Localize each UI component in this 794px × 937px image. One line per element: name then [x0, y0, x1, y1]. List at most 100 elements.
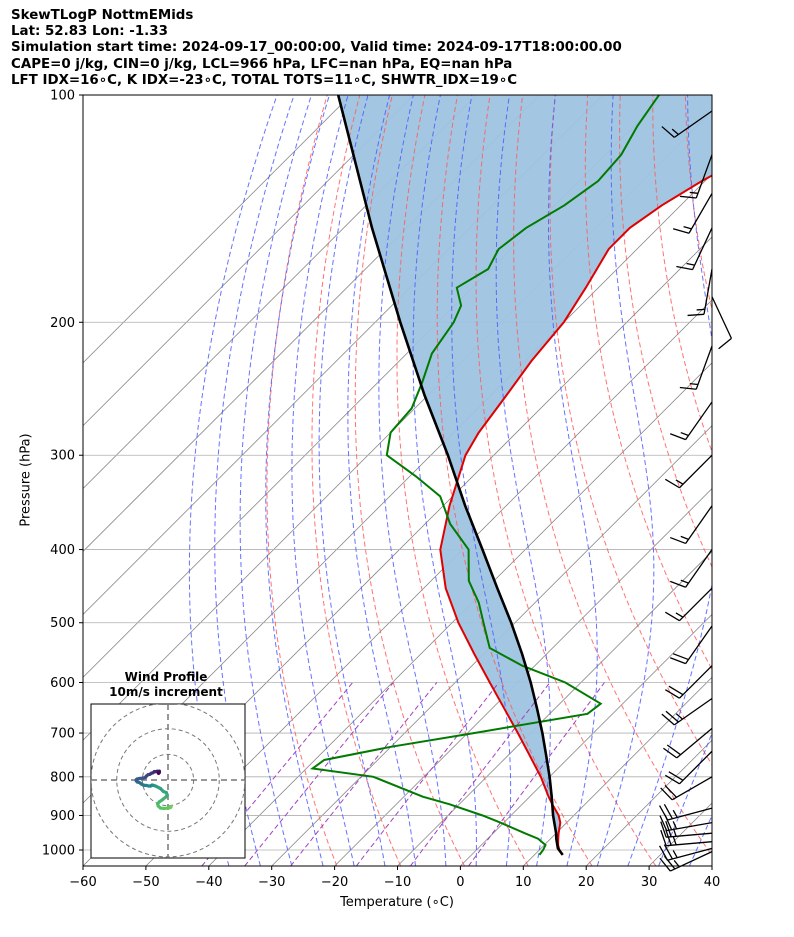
- wind-barb-feather: [666, 744, 681, 756]
- dry-adiabat-line: [549, 95, 712, 766]
- x-tick-label: −50: [132, 875, 159, 890]
- wind-barb-shaft: [691, 227, 713, 270]
- y-tick-label: 500: [50, 616, 75, 631]
- isotherm-line: [83, 95, 477, 490]
- dry-adiabat-line: [513, 95, 712, 857]
- x-tick-label: 0: [456, 875, 464, 890]
- isotherm-line: [271, 425, 712, 866]
- wind-barb-shaft: [685, 505, 713, 544]
- y-axis-label: Pressure (hPa): [18, 433, 34, 527]
- mixing-ratio-line: [244, 682, 394, 866]
- wind-barb-feather: [664, 785, 677, 798]
- wind-barb-feather: [679, 195, 697, 199]
- wind-barb-shaft: [676, 727, 713, 759]
- wind-barb: [664, 665, 713, 699]
- wind-barb: [658, 844, 713, 861]
- wind-barb-feather: [663, 844, 673, 860]
- y-tick-label: 800: [50, 770, 75, 785]
- x-tick-label: −40: [195, 875, 222, 890]
- wind-barb-feather: [669, 536, 686, 545]
- moist-adiabat-line: [548, 95, 598, 866]
- x-tick-label: 10: [515, 875, 532, 890]
- wind-barb-feather: [669, 657, 686, 665]
- wind-barb-shaft: [688, 193, 713, 234]
- wind-barb-half-feather: [696, 308, 705, 311]
- wind-barb: [676, 227, 713, 271]
- wind-barb-half-feather: [675, 612, 684, 618]
- wind-barb-feather: [664, 774, 680, 785]
- wind-barb: [672, 193, 713, 234]
- wind-barb-half-feather: [672, 809, 678, 818]
- moist-adiabat-line: [596, 95, 655, 866]
- wind-barb-feather: [672, 653, 689, 661]
- temperature-line: [439, 174, 712, 856]
- wind-barb-shaft: [679, 665, 713, 699]
- isotherm-line: [208, 362, 712, 866]
- y-tick-label: 900: [50, 809, 75, 824]
- wind-barb: [658, 803, 713, 821]
- parcel-line: [336, 95, 564, 856]
- dry-adiabat-line: [475, 95, 657, 866]
- wind-barb-half-feather: [671, 128, 679, 136]
- wind-barb-half-feather: [672, 850, 678, 858]
- moist-adiabat-line: [318, 95, 386, 866]
- moist-adiabat-line: [265, 95, 330, 866]
- isotherm-line: [334, 488, 712, 866]
- wind-barb-feather: [663, 803, 673, 820]
- wind-barb-shaft: [685, 549, 713, 588]
- y-tick-label: 300: [50, 449, 75, 464]
- moist-adiabat-line: [214, 95, 295, 866]
- hodograph-plot: [90, 703, 246, 859]
- wind-barb-feather: [665, 710, 679, 723]
- wind-barb: [711, 296, 733, 350]
- wind-barb-shaft: [685, 625, 713, 665]
- y-tick-label: 600: [50, 676, 75, 691]
- mixing-ratio-line: [409, 682, 551, 866]
- wind-barb-shaft: [667, 847, 713, 861]
- wind-barb: [669, 505, 713, 545]
- dry-adiabat-line: [619, 95, 712, 569]
- wind-barb: [664, 750, 713, 785]
- wind-barb-shaft: [671, 776, 713, 801]
- wind-barb-feather: [664, 689, 680, 699]
- wind-barb-feather: [659, 815, 668, 831]
- dry-adiabat-line: [584, 95, 712, 671]
- wind-barb-shaft: [703, 268, 713, 315]
- wind-barb-half-feather: [683, 226, 692, 230]
- isotherm-line: [145, 299, 712, 866]
- wind-barb: [679, 345, 713, 390]
- x-tick-label: 30: [641, 875, 658, 890]
- mixing-ratio-line: [468, 682, 605, 866]
- wind-barb-feather: [669, 580, 686, 588]
- isotherm-line: [83, 95, 414, 427]
- wind-barb: [660, 776, 713, 801]
- wind-barb-half-feather: [689, 383, 699, 386]
- wind-barb-feather: [660, 821, 667, 838]
- wind-barb-half-feather: [672, 821, 678, 830]
- moist-adiabat-line: [291, 95, 355, 866]
- dry-adiabat-line: [396, 95, 529, 866]
- x-axis-label: Temperature (∘C): [340, 895, 454, 910]
- wind-barb-half-feather: [680, 431, 689, 437]
- wind-barb-shaft: [666, 822, 713, 832]
- wind-barb-feather: [668, 685, 684, 696]
- isotherm-line: [460, 613, 712, 866]
- moist-adiabat-line: [627, 95, 712, 866]
- wind-barb-half-feather: [680, 535, 689, 540]
- mixing-ratio-line: [355, 682, 500, 866]
- wind-barb-feather: [660, 829, 667, 846]
- profile-layer: [310, 95, 712, 856]
- wind-barb-feather: [663, 747, 678, 759]
- moist-adiabat-line: [347, 95, 416, 866]
- wind-barb-shaft: [695, 345, 713, 390]
- wind-barb-feather: [660, 787, 673, 801]
- wind-barb-shaft: [667, 807, 713, 821]
- wind-barb-shaft: [695, 154, 713, 199]
- x-tick-label: −30: [258, 875, 285, 890]
- wind-barb: [687, 268, 713, 317]
- moist-adiabat-line: [658, 731, 712, 866]
- wind-barb: [669, 625, 713, 665]
- wind-barb-feather: [659, 857, 671, 872]
- wind-barb-feather: [687, 313, 705, 317]
